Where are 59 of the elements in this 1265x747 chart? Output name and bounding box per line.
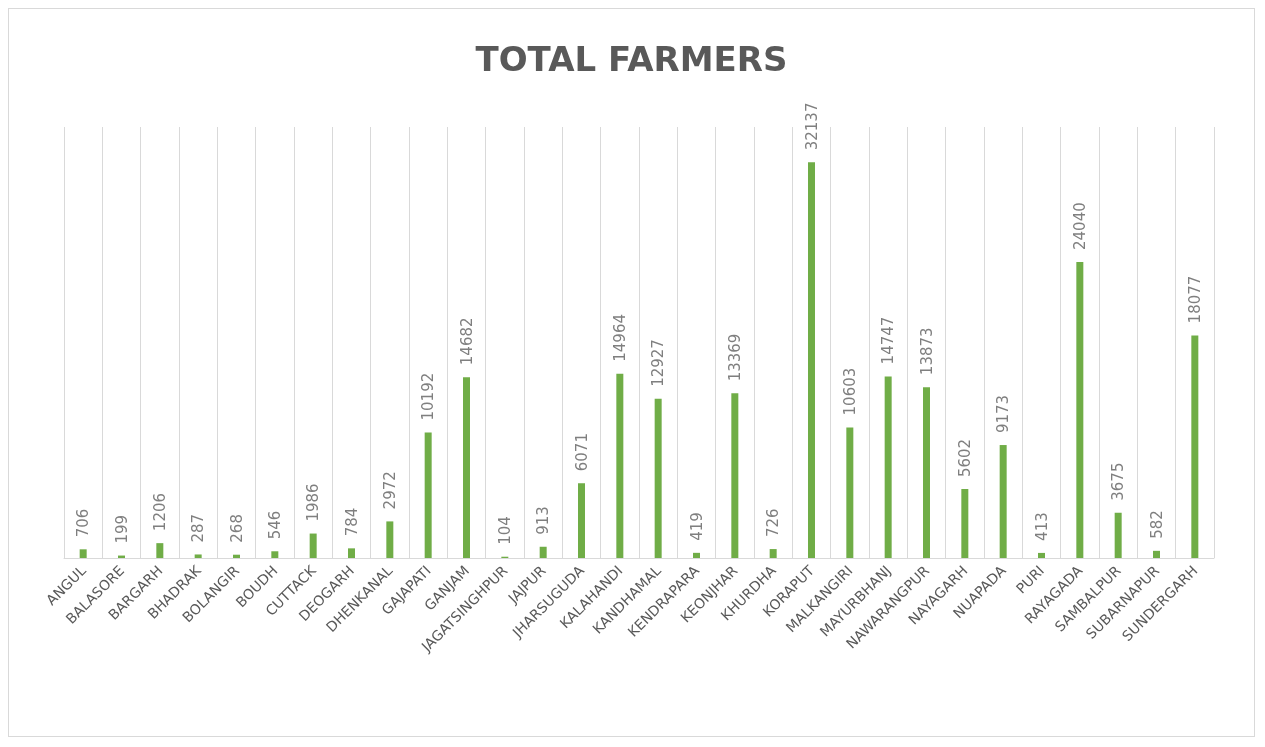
data-label: 9173 [994,394,1013,434]
data-label: 199 [112,514,131,544]
data-label: 13873 [917,327,936,376]
bar [961,489,969,558]
bar [884,376,892,558]
bar [846,427,854,558]
data-label: 14747 [879,316,898,365]
data-label: 413 [1032,512,1051,541]
data-label: 5602 [955,438,974,478]
data-label: 3675 [1109,462,1128,501]
data-label: 1986 [304,483,323,522]
bar [923,387,930,558]
data-label: 104 [495,516,514,545]
data-label: 784 [342,507,361,537]
bar [1191,335,1199,558]
data-label: 913 [534,506,553,535]
bar [808,162,815,558]
bar [654,398,662,558]
data-label: 2972 [380,471,399,510]
bar [731,393,739,558]
bar [616,373,624,558]
data-label: 268 [227,514,246,543]
bar [194,554,202,558]
data-label: 1206 [150,492,169,532]
chart-title: TOTAL FARMERS [475,39,788,79]
data-label: 18077 [1185,275,1204,324]
data-label: 726 [764,508,783,538]
data-label: 32137 [802,102,821,151]
bar [79,549,87,558]
data-label: 24040 [1070,202,1089,250]
bar [539,546,547,558]
bar [999,445,1007,558]
bar [693,552,700,558]
bar [1114,512,1122,558]
bar [233,554,240,558]
bar [463,377,470,558]
data-label: 10192 [419,372,438,421]
data-label: 14964 [610,314,629,362]
data-label: 6071 [572,433,591,472]
bar [769,549,777,558]
data-label: 287 [189,513,208,543]
data-label: 13369 [725,333,744,382]
bar [424,432,432,558]
bar [1076,261,1084,558]
data-label: 546 [265,510,284,540]
data-label: 12927 [649,339,668,387]
bar [1153,550,1160,558]
bar [578,483,585,558]
bar [386,521,394,558]
bar [1038,552,1045,558]
bar [348,548,355,558]
data-label: 419 [687,512,706,541]
bar [309,533,317,558]
data-label: 14682 [457,317,476,366]
data-label: 706 [74,508,93,538]
data-label: 582 [1147,510,1166,539]
data-label: 10603 [840,367,859,416]
bar [156,543,164,558]
bar [271,551,279,558]
